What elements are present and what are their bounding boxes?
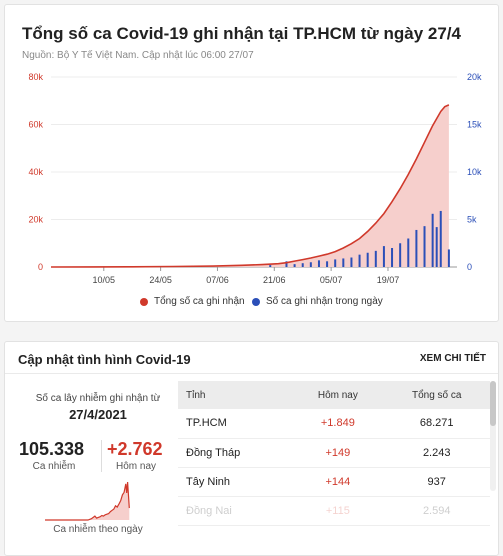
series-daily-bar <box>439 210 442 267</box>
daily-cases-sparkline <box>45 481 130 521</box>
x-tick-label: 24/05 <box>149 275 172 285</box>
since-label: Số ca lây nhiễm ghi nhận từ <box>35 393 161 404</box>
province-name: Tây Ninh <box>178 467 293 497</box>
series-daily-bar <box>423 226 426 267</box>
y-right-tick-label: 0 <box>467 262 472 272</box>
stat-separator <box>101 440 102 472</box>
legend-item-total[interactable]: Tổng số ca ghi nhận <box>140 296 245 307</box>
province-total: 937 <box>383 467 490 497</box>
series-daily-bar <box>342 258 345 267</box>
legend-item-daily[interactable]: Số ca ghi nhận trong ngày <box>252 296 383 307</box>
x-tick-label: 21/06 <box>263 275 286 285</box>
column-header-total: Tổng số ca <box>383 381 490 409</box>
series-daily-bar <box>374 250 377 267</box>
today-cases-label: Hôm nay <box>115 461 156 472</box>
total-cases-label: Ca nhiễm <box>32 461 76 472</box>
y-right-tick-label: 20k <box>467 72 482 82</box>
x-tick-label: 07/06 <box>206 275 229 285</box>
table-row[interactable]: Đồng Nai +115 2.594 <box>178 496 490 526</box>
y-left-tick-label: 20k <box>28 215 43 225</box>
series-total-area <box>51 104 449 268</box>
chart-card: Tổng số ca Covid-19 ghi nhận tại TP.HCM … <box>4 4 499 322</box>
series-daily-bar <box>415 229 418 267</box>
y-left-tick-label: 0 <box>38 262 43 272</box>
y-right-tick-label: 15k <box>467 120 482 130</box>
x-tick-label: 05/07 <box>320 275 343 285</box>
series-daily-bar <box>447 249 450 267</box>
series-daily-bar <box>399 243 402 267</box>
province-today: +144 <box>292 467 384 497</box>
series-daily-bar <box>358 254 361 267</box>
update-title: Cập nhật tình hình Covid-19 <box>18 352 191 367</box>
column-header-today: Hôm nay <box>292 381 384 409</box>
series-daily-bar <box>285 261 288 267</box>
series-daily-bar <box>435 227 438 267</box>
series-daily-bar <box>293 264 296 267</box>
table-row[interactable]: Đồng Tháp +149 2.243 <box>178 438 490 468</box>
table-scrollbar-thumb[interactable] <box>490 381 496 426</box>
series-daily-bar <box>431 213 434 267</box>
province-today: +1.849 <box>292 409 384 439</box>
series-daily-bar <box>366 252 369 267</box>
y-right-tick-label: 10k <box>467 167 482 177</box>
legend-label-total: Tổng số ca ghi nhận <box>154 296 245 307</box>
total-cases-value: 105.338 <box>19 439 85 459</box>
series-daily-bar <box>301 263 304 267</box>
sparkline-area <box>45 482 130 520</box>
table-header-row: Tỉnh Hôm nay Tổng số ca <box>178 381 490 409</box>
series-daily-bar <box>309 262 312 267</box>
series-daily-bar <box>317 260 320 267</box>
series-daily-bar <box>350 257 353 267</box>
view-details-link[interactable]: XEM CHI TIẾT <box>419 353 486 364</box>
legend-dot-daily-icon <box>252 297 260 306</box>
province-total: 2.243 <box>383 438 490 468</box>
table-scrollbar-track[interactable] <box>490 381 496 491</box>
x-tick-label: 19/07 <box>377 275 400 285</box>
since-date: 27/4/2021 <box>69 407 127 422</box>
province-table: Tỉnh Hôm nay Tổng số ca TP.HCM +1.849 68… <box>178 381 490 526</box>
series-daily-bar <box>326 261 329 267</box>
sparkline-line <box>45 481 130 521</box>
y-left-tick-label: 60k <box>28 120 43 130</box>
legend-dot-total-icon <box>140 297 148 306</box>
series-total-line <box>50 104 450 268</box>
province-today: +149 <box>292 438 384 468</box>
legend-label-daily: Số ca ghi nhận trong ngày <box>266 296 383 307</box>
divider <box>5 373 498 374</box>
province-name: Đồng Nai <box>178 496 293 526</box>
province-name: TP.HCM <box>178 409 293 439</box>
series-daily-bar <box>391 248 394 267</box>
province-total: 2.594 <box>383 496 490 526</box>
series-daily-bar <box>382 246 385 267</box>
update-card: Cập nhật tình hình Covid-19 XEM CHI TIẾT… <box>4 341 499 556</box>
province-today: +115 <box>292 496 384 526</box>
sparkline-label: Ca nhiễm theo ngày <box>53 524 143 535</box>
x-tick-label: 10/05 <box>93 275 116 285</box>
chart-title: Tổng số ca Covid-19 ghi nhận tại TP.HCM … <box>22 24 461 43</box>
column-header-province: Tỉnh <box>178 381 293 409</box>
table-row[interactable]: Tây Ninh +144 937 <box>178 467 490 497</box>
table-row[interactable]: TP.HCM +1.849 68.271 <box>178 409 490 439</box>
today-cases-value: +2.762 <box>107 439 163 459</box>
series-daily-bar <box>334 259 337 267</box>
y-left-tick-label: 80k <box>28 72 43 82</box>
y-right-tick-label: 5k <box>467 215 477 225</box>
y-left-tick-label: 40k <box>28 167 43 177</box>
chart-source: Nguồn: Bộ Y Tế Việt Nam. Cập nhật lúc 06… <box>22 50 254 61</box>
series-daily-bar <box>407 238 410 267</box>
province-name: Đồng Tháp <box>178 438 293 468</box>
province-total: 68.271 <box>383 409 490 439</box>
series-daily-bar <box>269 265 272 267</box>
chart-plot: 0 20k 40k 60k 80k 0 5k 10k 15k 20k 10/05 24/05 07/06… <box>28 72 482 285</box>
